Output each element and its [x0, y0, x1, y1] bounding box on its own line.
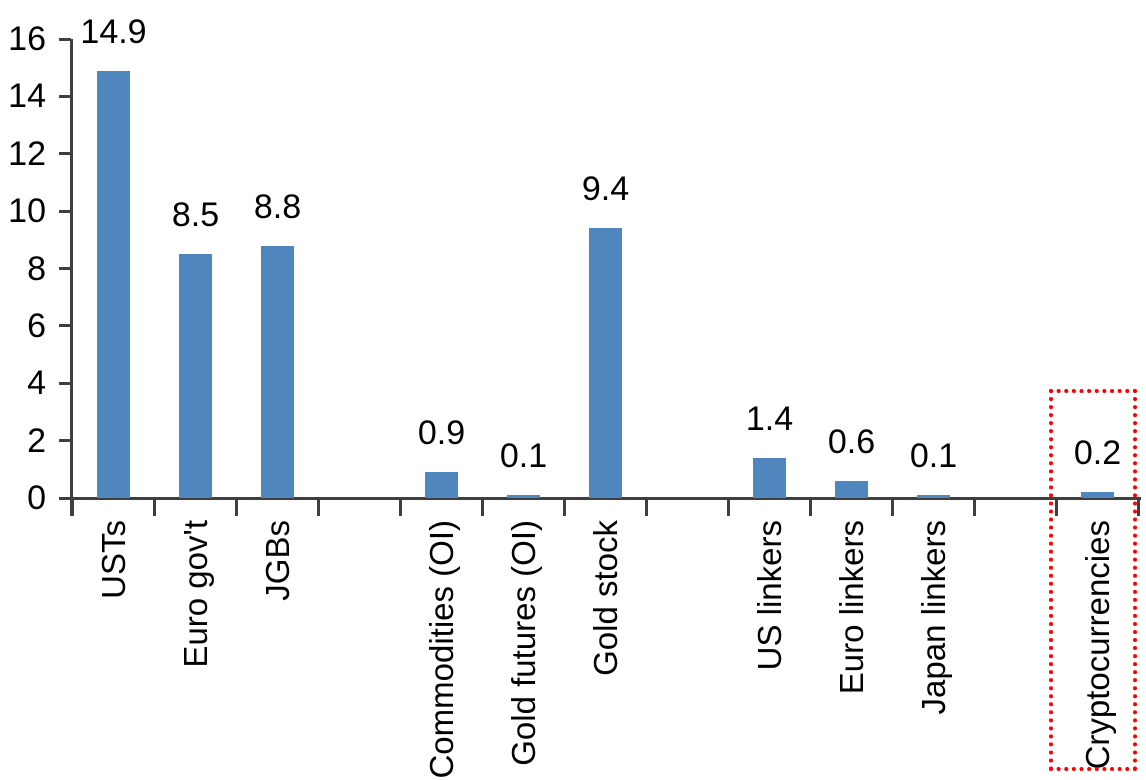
- x-axis-category-label: US linkers: [750, 520, 788, 780]
- category-label-text: USTs: [94, 520, 132, 599]
- y-axis-tick: [59, 94, 71, 98]
- bar: [261, 245, 294, 498]
- x-axis-tick: [71, 498, 74, 516]
- y-axis-tick: [59, 152, 71, 156]
- x-axis-tick: [973, 498, 976, 516]
- y-axis-tick: [59, 439, 71, 443]
- y-axis-tick: [59, 267, 71, 270]
- y-axis-tick: [59, 209, 71, 213]
- x-axis-tick: [235, 498, 238, 516]
- x-axis-category-label: JGBs: [258, 520, 296, 780]
- x-axis-category-label: Japan linkers: [914, 520, 952, 780]
- y-axis-tick-label: 10: [8, 192, 46, 231]
- x-axis-category-label: Gold stock: [586, 520, 624, 780]
- y-axis-line: [70, 39, 73, 516]
- y-axis-tick: [59, 37, 71, 41]
- y-axis-tick: [59, 496, 71, 500]
- bar: [97, 70, 130, 498]
- x-axis-tick: [891, 498, 894, 516]
- bar-value-label: 1.4: [745, 399, 794, 438]
- y-axis-tick-label: 6: [27, 306, 46, 345]
- x-axis-tick: [563, 498, 566, 516]
- x-axis-category-label: Euro linkers: [832, 520, 870, 780]
- category-label-text: JGBs: [258, 520, 296, 601]
- x-axis-tick: [481, 498, 484, 516]
- x-axis-tick: [1137, 498, 1140, 516]
- category-label-text: Gold stock: [586, 520, 624, 676]
- x-axis-tick: [645, 498, 648, 516]
- category-label-text: Euro linkers: [832, 520, 870, 695]
- x-axis-category-label: USTs: [94, 520, 132, 780]
- bar-value-label: 9.4: [581, 170, 630, 209]
- bar: [589, 228, 622, 498]
- x-axis-tick: [1055, 498, 1058, 516]
- bar-value-label: 0.6: [827, 422, 876, 461]
- bar-value-label: 0.1: [909, 437, 958, 476]
- y-axis-tick-label: 12: [8, 134, 46, 173]
- bar: [835, 480, 868, 498]
- x-axis-category-label: Commodities (OI): [422, 520, 460, 780]
- bar: [179, 254, 212, 498]
- y-axis-tick-label: 8: [27, 249, 46, 288]
- y-axis-tick-label: 2: [27, 421, 46, 460]
- highlight-box: [1049, 389, 1137, 771]
- category-label-text: Japan linkers: [914, 520, 952, 715]
- x-axis-tick: [153, 498, 156, 516]
- x-axis-tick: [809, 498, 812, 516]
- category-label-text: Commodities (OI): [422, 520, 460, 779]
- x-axis-tick: [727, 498, 730, 516]
- bar-value-label: 0.2: [1073, 434, 1122, 473]
- bar-value-label: 0.1: [499, 437, 548, 476]
- bar: [753, 457, 786, 498]
- category-label-text: Gold futures (OI): [504, 520, 542, 766]
- y-axis-tick: [59, 381, 71, 385]
- y-axis-tick-label: 16: [8, 20, 46, 58]
- bar: [917, 495, 950, 498]
- y-axis-tick-label: 0: [27, 479, 46, 517]
- x-axis-line: [70, 497, 1141, 500]
- bar: [1081, 492, 1114, 498]
- y-axis-tick-label: 4: [27, 364, 46, 403]
- x-axis-tick: [399, 498, 402, 516]
- category-label-text: Euro gov't: [176, 520, 214, 668]
- bar-value-label: 0.9: [417, 414, 466, 453]
- x-axis-category-label: Gold futures (OI): [504, 520, 542, 780]
- bar-value-label: 14.9: [80, 12, 147, 51]
- bar-value-label: 8.8: [253, 187, 302, 226]
- bar: [425, 472, 458, 498]
- x-axis-tick: [317, 498, 320, 516]
- category-label-text: US linkers: [750, 520, 788, 671]
- bar: [507, 495, 540, 498]
- bar-value-label: 8.5: [171, 196, 220, 235]
- x-axis-category-label: Euro gov't: [176, 520, 214, 780]
- y-axis-tick: [59, 324, 71, 328]
- y-axis-tick-label: 14: [8, 77, 46, 116]
